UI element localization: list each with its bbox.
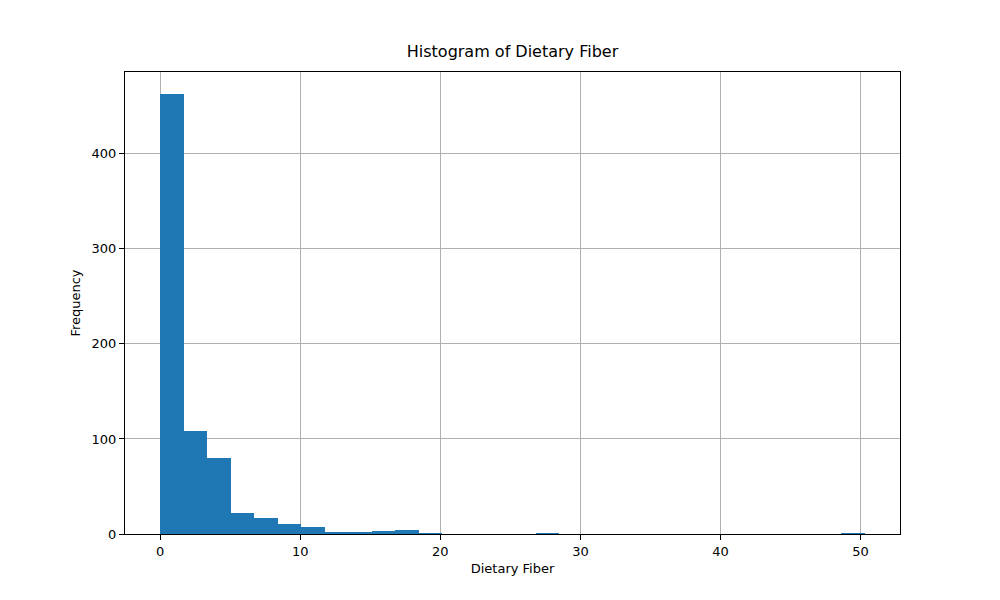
svg-text:0: 0 bbox=[108, 527, 116, 542]
svg-text:100: 100 bbox=[92, 431, 117, 446]
svg-text:20: 20 bbox=[432, 544, 449, 559]
svg-text:Histogram of Dietary Fiber: Histogram of Dietary Fiber bbox=[407, 42, 619, 61]
svg-text:0: 0 bbox=[156, 544, 164, 559]
svg-text:Frequency: Frequency bbox=[68, 269, 83, 336]
svg-text:10: 10 bbox=[292, 544, 309, 559]
svg-text:400: 400 bbox=[92, 146, 117, 161]
svg-text:200: 200 bbox=[92, 336, 117, 351]
svg-text:300: 300 bbox=[92, 241, 117, 256]
svg-text:50: 50 bbox=[852, 544, 869, 559]
svg-text:40: 40 bbox=[712, 544, 729, 559]
svg-text:30: 30 bbox=[572, 544, 589, 559]
svg-text:Dietary Fiber: Dietary Fiber bbox=[471, 561, 555, 576]
